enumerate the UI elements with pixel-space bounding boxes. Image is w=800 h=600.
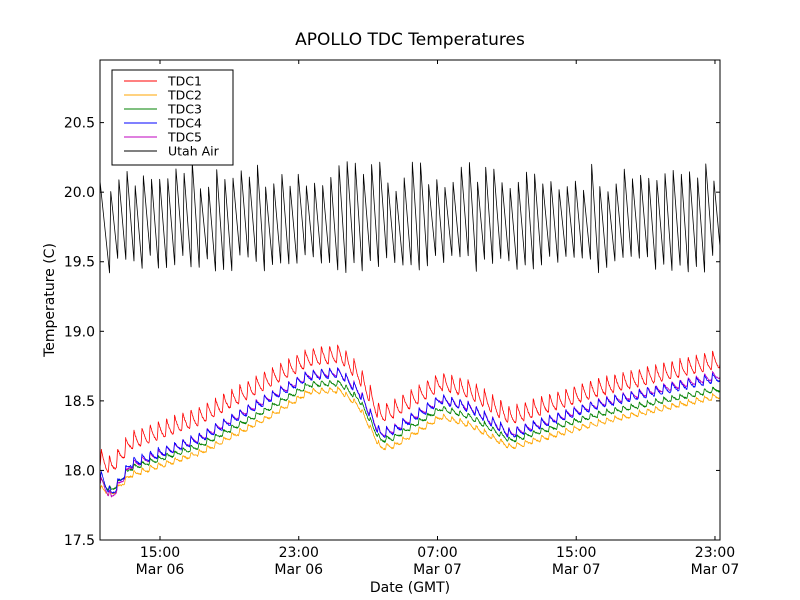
legend-label: Utah Air — [168, 144, 220, 159]
series-layer — [100, 161, 720, 498]
y-tick-label: 20.0 — [64, 185, 95, 201]
legend-label: TDC3 — [167, 102, 202, 117]
legend-label: TDC4 — [167, 116, 202, 131]
series-line-tdc4 — [100, 367, 720, 494]
x-tick-label-time: 15:00 — [140, 545, 180, 561]
y-tick-label: 18.5 — [64, 394, 95, 410]
y-tick-label: 18.0 — [64, 463, 95, 479]
y-tick-label: 19.5 — [64, 255, 95, 271]
y-tick-label: 19.0 — [64, 324, 95, 340]
x-tick-label-date: Mar 07 — [413, 562, 462, 578]
x-tick-label-date: Mar 07 — [552, 562, 601, 578]
y-tick-label: 20.5 — [64, 116, 95, 132]
legend-box — [111, 69, 234, 166]
x-tick-label-date: Mar 06 — [136, 562, 185, 578]
legend-label: TDC5 — [167, 130, 202, 145]
series-line-tdc1 — [100, 344, 720, 473]
legend-label: TDC1 — [167, 74, 202, 89]
x-tick-label-date: Mar 06 — [274, 562, 323, 578]
x-tick-label-time: 07:00 — [417, 545, 457, 561]
y-tick-label: 17.5 — [64, 533, 95, 549]
x-tick-label-date: Mar 07 — [691, 562, 740, 578]
y-axis: 17.5 18.0 18.5 19.0 19.5 20.0 20.5 — [64, 116, 720, 549]
series-line-tdc3 — [100, 379, 720, 491]
x-tick-label-time: 23:00 — [279, 545, 319, 561]
series-line-tdc2 — [100, 386, 720, 496]
x-axis-label: Date (GMT) — [370, 580, 450, 596]
legend-label: TDC2 — [167, 88, 202, 103]
series-line-utah-air — [100, 161, 720, 274]
chart-title: APOLLO TDC Temperatures — [295, 30, 525, 50]
axes-frame — [99, 59, 721, 541]
x-tick-label-time: 15:00 — [556, 545, 596, 561]
x-tick-label-time: 23:00 — [695, 545, 735, 561]
y-axis-label: Temperature (C) — [42, 243, 58, 358]
